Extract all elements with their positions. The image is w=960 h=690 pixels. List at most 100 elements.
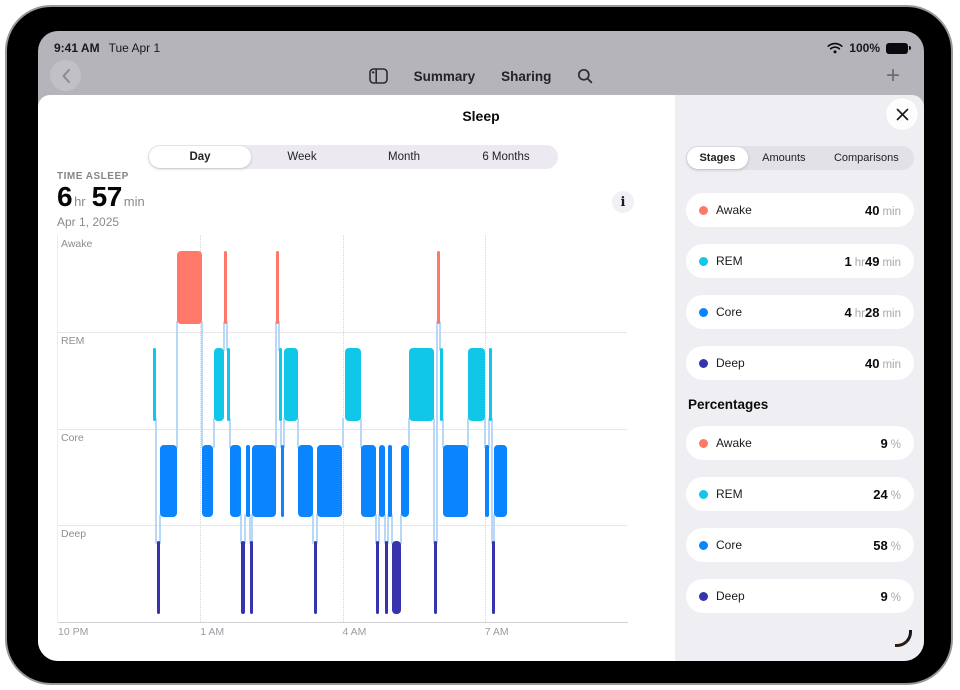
- value-unit: %: [890, 438, 901, 451]
- percentage-row-core[interactable]: Core 58%: [686, 528, 914, 562]
- core-segment-bar[interactable]: [401, 444, 409, 518]
- core-segment-bar[interactable]: [443, 444, 468, 518]
- add-button[interactable]: +: [885, 62, 900, 89]
- rem-segment-bar[interactable]: [408, 347, 434, 421]
- detail-sidebar: Stages Amounts Comparisons Awake 40 min REM 1 h…: [675, 95, 924, 661]
- lane-label-deep: Deep: [61, 528, 87, 541]
- info-button[interactable]: i: [612, 191, 634, 213]
- deep-segment-bar[interactable]: [249, 541, 253, 614]
- core-segment-bar[interactable]: [379, 444, 386, 518]
- rem-segment-bar[interactable]: [278, 347, 282, 421]
- deep-segment-bar[interactable]: [392, 541, 402, 614]
- stage-connector: [248, 514, 251, 545]
- value-num: 1: [844, 253, 852, 269]
- stage-connector: [225, 320, 228, 351]
- search-icon[interactable]: [577, 68, 593, 84]
- duration-row-rem[interactable]: REM 1 hr 49 min: [686, 244, 914, 278]
- percentage-row-deep[interactable]: Deep 9%: [686, 579, 914, 613]
- deep-segment-bar[interactable]: [314, 541, 318, 614]
- stage-connector: [442, 417, 445, 448]
- close-button[interactable]: [886, 98, 918, 130]
- metric-big: 6: [57, 181, 73, 212]
- status-date: Tue Apr 1: [108, 41, 161, 55]
- percentage-row-awake[interactable]: Awake 9%: [686, 426, 914, 460]
- duration-row-core[interactable]: Core 4 hr 28 min: [686, 295, 914, 329]
- sidetab-stages[interactable]: Stages: [687, 147, 748, 169]
- axis-tick-label: 10 PM: [58, 626, 89, 638]
- core-segment-bar[interactable]: [202, 444, 213, 518]
- stage-connector: [296, 417, 299, 448]
- sleep-chart[interactable]: Awake REM Core Deep 10 PM 1 AM 4 AM 7 AM: [57, 235, 628, 638]
- percentage-row-rem[interactable]: REM 24%: [686, 477, 914, 511]
- deep-segment-bar[interactable]: [385, 541, 389, 614]
- core-segment-bar[interactable]: [252, 444, 277, 518]
- duration-row-awake[interactable]: Awake 40 min: [686, 193, 914, 227]
- stage-connector: [400, 514, 403, 545]
- back-button[interactable]: [50, 60, 81, 91]
- sidetab-amounts[interactable]: Amounts: [762, 152, 806, 164]
- core-segment-bar[interactable]: [297, 444, 313, 518]
- stage-name: Deep: [716, 356, 745, 370]
- duration-row-deep[interactable]: Deep 40 min: [686, 346, 914, 380]
- core-segment-bar[interactable]: [361, 444, 376, 518]
- rem-segment-bar[interactable]: [214, 347, 224, 421]
- deep-segment-bar[interactable]: [491, 541, 495, 614]
- stage-connector: [391, 514, 394, 545]
- deep-dot: [699, 591, 708, 601]
- rem-segment-bar[interactable]: [152, 347, 156, 421]
- value-unit: min: [882, 358, 901, 371]
- deep-segment-bar[interactable]: [156, 541, 161, 614]
- core-segment-bar[interactable]: [388, 444, 393, 518]
- stage-connector: [387, 514, 390, 545]
- stage-connector: [466, 417, 469, 448]
- core-segment-bar[interactable]: [494, 444, 507, 518]
- rem-segment-bar[interactable]: [345, 347, 362, 421]
- core-segment-bar[interactable]: [281, 444, 285, 518]
- value-unit: %: [890, 489, 901, 502]
- rem-segment-bar[interactable]: [440, 347, 444, 421]
- tab-week[interactable]: Week: [287, 151, 317, 163]
- stage-connector: [432, 417, 435, 545]
- rem-segment-bar[interactable]: [489, 347, 493, 421]
- awake-segment-bar[interactable]: [437, 251, 441, 324]
- core-segment-bar[interactable]: [245, 444, 250, 518]
- battery-icon: [886, 42, 911, 54]
- deep-segment-bar[interactable]: [375, 541, 379, 614]
- awake-segment-bar[interactable]: [177, 251, 203, 324]
- core-segment-bar[interactable]: [229, 444, 242, 518]
- ipad-screen: 9:41 AM Tue Apr 1 100%: [38, 31, 924, 661]
- lane-label-core: Core: [61, 431, 84, 444]
- stage-connector: [277, 320, 280, 351]
- screen-corner-mark: [895, 630, 912, 647]
- stage-value: 40 min: [865, 356, 901, 371]
- core-segment-bar[interactable]: [160, 444, 178, 518]
- deep-segment-bar[interactable]: [241, 541, 245, 614]
- awake-segment-bar[interactable]: [276, 251, 280, 324]
- lane-label-rem: REM: [61, 334, 85, 347]
- awake-dot: [699, 438, 708, 448]
- stage-percentage-list: Awake 9% REM 24% Core 58% Deep 9%: [686, 426, 914, 613]
- tab-day[interactable]: Day: [149, 146, 251, 168]
- deep-segment-bar[interactable]: [433, 541, 438, 614]
- nav-summary[interactable]: Summary: [413, 68, 476, 84]
- status-left: 9:41 AM Tue Apr 1: [54, 41, 160, 55]
- sidebar-toggle-icon[interactable]: [368, 68, 388, 84]
- stage-connector: [280, 417, 283, 448]
- lane-label-awake: Awake: [61, 238, 93, 250]
- tab-month[interactable]: Month: [388, 151, 420, 163]
- rem-segment-bar[interactable]: [283, 347, 298, 421]
- rem-segment-bar[interactable]: [226, 347, 230, 421]
- nav-bar: Summary Sharing +: [38, 57, 924, 95]
- deep-dot: [699, 358, 708, 368]
- core-segment-bar[interactable]: [317, 444, 342, 518]
- sidetab-comparisons[interactable]: Comparisons: [833, 152, 899, 164]
- tab-6-months[interactable]: 6 Months: [482, 151, 530, 163]
- core-segment-bar[interactable]: [484, 444, 489, 518]
- awake-segment-bar[interactable]: [223, 251, 227, 324]
- stage-value: 1 hr 49 min: [845, 254, 901, 269]
- nav-sharing[interactable]: Sharing: [501, 68, 552, 84]
- stage-value: 40 min: [865, 203, 901, 218]
- rem-segment-bar[interactable]: [467, 347, 485, 421]
- stage-name: Core: [716, 305, 743, 319]
- stage-name: REM: [716, 254, 743, 268]
